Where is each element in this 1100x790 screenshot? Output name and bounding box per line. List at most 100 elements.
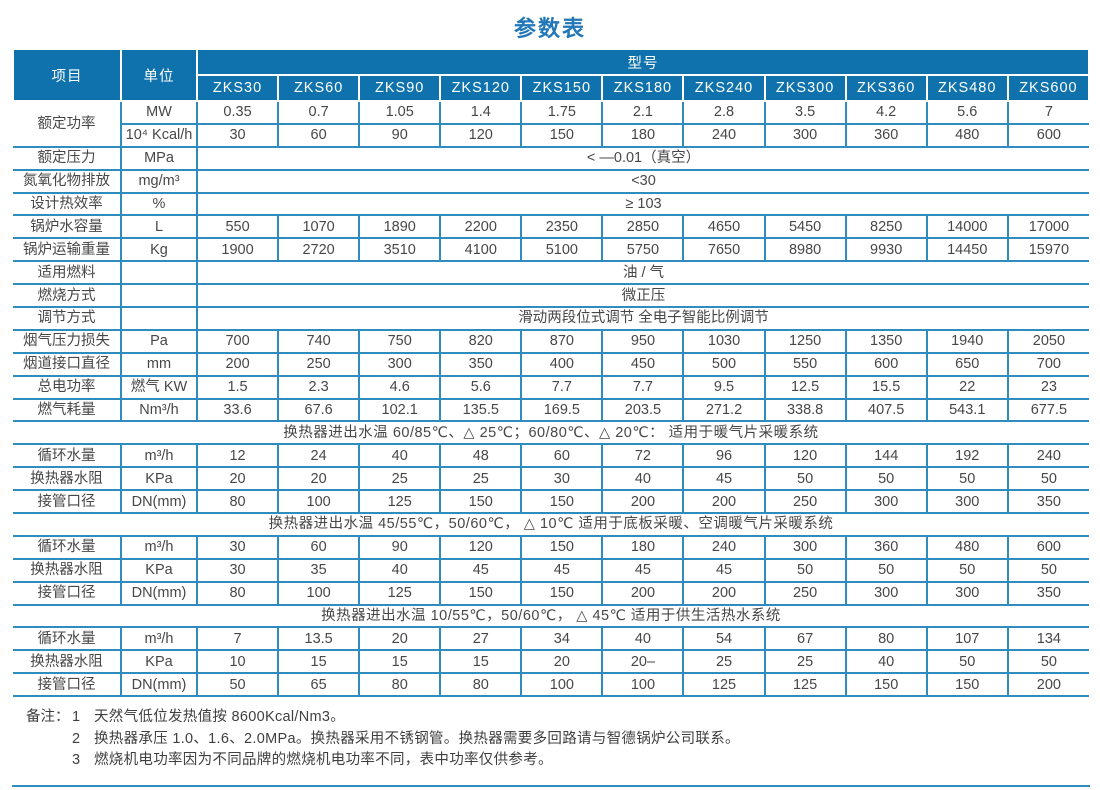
column-header-model: ZKS600	[1006, 74, 1091, 102]
value-cell: 180	[601, 535, 684, 560]
unit-cell	[120, 307, 197, 331]
unit-cell: L	[120, 215, 197, 240]
column-header-model: ZKS480	[925, 74, 1009, 102]
row-label: 循环水量	[13, 444, 121, 469]
value-cell: 7	[195, 627, 279, 652]
table-row: 接管口径 DN(mm) 80 100 125 150 150 200 200 250 300 300 3…	[13, 490, 1089, 515]
column-header-model: ZKS150	[520, 74, 604, 102]
table-row: 适用燃料 油 / 气	[13, 261, 1089, 286]
unit-cell: MPa	[120, 146, 197, 171]
section-header-text: 换热器进出水温 45/55℃，50/60℃， △ 10℃ 适用于底板采暖、空调暖…	[13, 513, 1089, 537]
value-cell: 50	[925, 558, 1008, 583]
row-label: 接管口径	[13, 581, 121, 606]
value-cell: 250	[277, 352, 360, 377]
value-cell: 407.5	[844, 398, 927, 423]
value-cell: 740	[277, 329, 360, 354]
value-cell: 100	[520, 673, 603, 698]
value-cell: 200	[682, 490, 765, 515]
value-cell: 120	[763, 444, 846, 469]
unit-cell	[120, 284, 197, 309]
value-cell: 1.5	[195, 375, 279, 400]
row-label: 总电功率	[13, 375, 121, 400]
table-header: 项目 单位 型号 ZKS30 ZKS60 ZKS90 ZKS120 ZKS150 ZKS1…	[12, 48, 1091, 102]
value-cell: 950	[601, 329, 684, 354]
note-item: 备注： 1 天然气低位发热值按 8600Kcal/Nm3。	[26, 707, 1100, 729]
value-cell: 80	[844, 627, 927, 652]
value-cell: 15970	[1006, 238, 1089, 263]
value-cell: 144	[844, 444, 927, 469]
row-label: 循环水量	[13, 535, 121, 560]
value-cell: 40	[358, 558, 441, 583]
value-cell: 300	[844, 581, 927, 606]
unit-cell: KPa	[120, 650, 197, 675]
value-cell: 1940	[925, 329, 1008, 354]
value-cell: 60	[277, 123, 360, 148]
unit-cell: Nm³/h	[120, 398, 197, 423]
value-cell: 80	[358, 673, 441, 698]
span-value-cell: 油 / 气	[196, 261, 1089, 286]
value-cell: 1.75	[520, 101, 603, 125]
unit-cell: KPa	[120, 558, 197, 583]
bottom-rule	[12, 784, 1090, 787]
value-cell: 203.5	[601, 398, 684, 423]
value-cell: 60	[277, 535, 360, 560]
span-value-cell: <30	[196, 169, 1089, 194]
row-label: 额定压力	[13, 146, 121, 171]
value-cell: 25	[763, 650, 846, 675]
unit-cell: m³/h	[120, 627, 197, 652]
value-cell: 5450	[763, 215, 846, 240]
value-cell: 80	[439, 673, 522, 698]
section-header-row: 换热器进出水温 45/55℃，50/60℃， △ 10℃ 适用于底板采暖、空调暖…	[13, 513, 1089, 537]
note-number: 3	[72, 752, 81, 769]
table-row: 换热器水阻 KPa 30 35 40 45 45 45 45 50 50 50 50	[13, 558, 1089, 583]
value-cell: 150	[844, 673, 927, 698]
span-value-cell: ≥ 103	[196, 192, 1089, 217]
unit-cell: KPa	[120, 467, 197, 492]
value-cell: 30	[195, 123, 279, 148]
table-row: 烟道接口直径 mm 200 250 300 350 400 450 500 550 600 650 70…	[13, 352, 1089, 377]
unit-cell: Kg	[120, 238, 197, 263]
value-cell: 5.6	[439, 375, 522, 400]
row-label: 燃气耗量	[13, 398, 121, 423]
value-cell: 7650	[682, 238, 765, 263]
value-cell: 650	[925, 352, 1008, 377]
header-group-row: 项目 单位 型号	[12, 48, 1090, 102]
span-value-cell: 微正压	[196, 284, 1089, 309]
value-cell: 14450	[925, 238, 1008, 263]
value-cell: 192	[925, 444, 1008, 469]
value-cell: 1070	[277, 215, 360, 240]
value-cell: 50	[763, 467, 846, 492]
value-cell: 169.5	[520, 398, 603, 423]
row-label: 接管口径	[13, 673, 121, 698]
value-cell: 360	[844, 123, 927, 148]
value-cell: 15	[358, 650, 441, 675]
column-header-model-group: 型号	[196, 48, 1090, 76]
row-label: 氮氧化物排放	[13, 169, 121, 194]
value-cell: 600	[844, 352, 927, 377]
value-cell: 125	[358, 490, 441, 515]
value-cell: 1900	[195, 238, 279, 263]
value-cell: 50	[925, 650, 1008, 675]
row-label: 调节方式	[13, 307, 121, 331]
value-cell: 22	[925, 375, 1008, 400]
row-label: 烟气压力损失	[13, 329, 121, 354]
table-row: 锅炉水容量 L 550 1070 1890 2200 2350 2850 4650 5450 825…	[13, 215, 1089, 240]
column-header-model: ZKS300	[763, 74, 847, 102]
column-header-model: ZKS30	[195, 74, 280, 102]
value-cell: 5.6	[925, 101, 1008, 125]
value-cell: 23	[1006, 375, 1089, 400]
table-row: 循环水量 m³/h 7 13.5 20 27 34 40 54 67 80 107 134	[13, 627, 1089, 652]
span-value-cell: 滑动两段位式调节 全电子智能比例调节	[196, 307, 1089, 331]
row-label: 设计热效率	[13, 192, 121, 217]
value-cell: 10	[195, 650, 279, 675]
value-cell: 600	[1006, 123, 1089, 148]
value-cell: 3510	[358, 238, 441, 263]
value-cell: 45	[682, 558, 765, 583]
unit-cell: Pa	[120, 329, 197, 354]
value-cell: 4.2	[844, 101, 927, 125]
value-cell: 240	[1006, 444, 1089, 469]
section-header-text: 换热器进出水温 10/55℃，50/60℃， △ 45℃ 适用于供生活热水系统	[13, 604, 1089, 629]
value-cell: 100	[277, 581, 360, 606]
column-header-model: ZKS360	[844, 74, 928, 102]
value-cell: 15	[277, 650, 360, 675]
